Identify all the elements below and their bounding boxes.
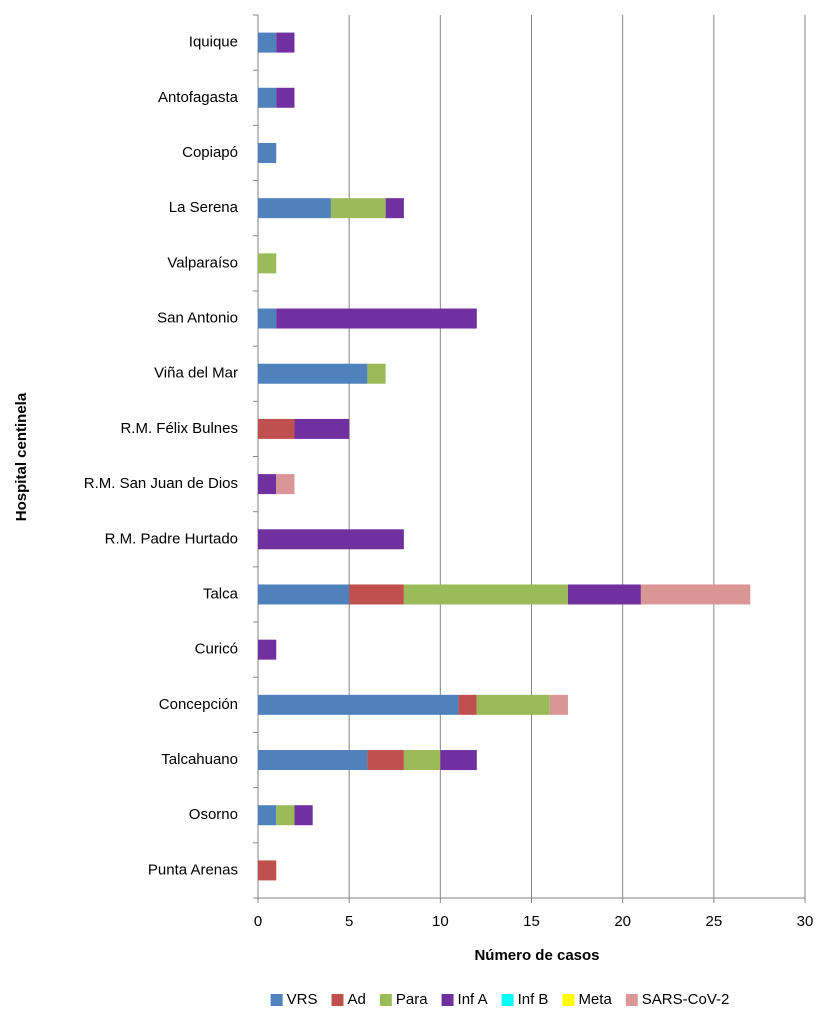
bar-segment — [476, 694, 550, 715]
legend-label: SARS-CoV-2 — [642, 991, 730, 1008]
bar-segment — [403, 750, 441, 771]
y-tick-label: Valparaíso — [167, 254, 238, 271]
legend-swatch — [270, 994, 283, 1006]
bar-segment — [258, 750, 368, 771]
legend-swatch — [562, 994, 575, 1006]
bar-segment — [258, 584, 350, 605]
bar-segment — [258, 142, 277, 163]
y-tick-label: Osorno — [189, 806, 238, 823]
y-tick-label: Iquique — [189, 34, 238, 51]
y-tick-label: R.M. San Juan de Dios — [84, 475, 238, 492]
bar-segment — [640, 584, 751, 605]
bar-segment — [349, 584, 404, 605]
legend-label: Para — [396, 991, 428, 1008]
bar-segment — [549, 694, 568, 715]
bar-segment — [258, 363, 368, 384]
bar-segment — [258, 805, 277, 826]
x-tick-label: 0 — [254, 913, 262, 930]
y-tick-label: Viña del Mar — [154, 365, 238, 382]
bar-segment — [294, 418, 350, 439]
y-tick-label: Talcahuano — [161, 751, 238, 768]
bar-segment — [258, 639, 277, 660]
legend-swatch — [331, 994, 344, 1006]
x-tick-label: 20 — [614, 913, 631, 930]
bar-segment — [258, 474, 277, 495]
y-tick-label: Curicó — [195, 641, 238, 658]
x-tick-label: 5 — [345, 913, 353, 930]
bar-segment — [367, 750, 404, 771]
bar-segment — [258, 32, 277, 53]
y-tick-label: La Serena — [169, 199, 239, 216]
legend-swatch — [441, 994, 454, 1006]
y-tick-label: R.M. Félix Bulnes — [120, 420, 238, 437]
bar-segment — [258, 253, 277, 274]
legend-label: Meta — [578, 991, 612, 1008]
x-tick-label: 25 — [705, 913, 722, 930]
bar-segment — [367, 363, 386, 384]
bar-segment — [276, 474, 295, 495]
bar-segment — [276, 87, 295, 108]
bar-segment — [258, 860, 277, 881]
bar-segment — [567, 584, 641, 605]
bar-segment — [403, 584, 568, 605]
x-tick-label: 15 — [523, 913, 540, 930]
bar-segment — [258, 418, 295, 439]
bar-segment — [276, 32, 295, 53]
y-tick-label: Copiapó — [182, 144, 238, 161]
y-tick-label: Concepción — [159, 696, 238, 713]
bar-segment — [385, 198, 404, 219]
x-tick-label: 10 — [432, 913, 449, 930]
bar-segment — [258, 198, 331, 219]
y-tick-label: Talca — [203, 585, 239, 602]
bar-segment — [440, 750, 477, 771]
legend-label: Inf B — [518, 991, 549, 1008]
x-axis-title: Número de casos — [474, 947, 599, 964]
legend-swatch — [379, 994, 392, 1006]
legend-swatch — [625, 994, 638, 1006]
bar-segment — [294, 805, 313, 826]
legend-swatch — [501, 994, 514, 1006]
bar-segment — [458, 694, 477, 715]
y-tick-label: Antofagasta — [158, 89, 239, 106]
x-tick-label: 30 — [797, 913, 814, 930]
bar-segment — [258, 87, 277, 108]
y-axis-title: Hospital centinela — [13, 392, 30, 521]
legend-label: VRS — [287, 991, 318, 1008]
bar-segment — [258, 308, 277, 329]
y-tick-label: R.M. Padre Hurtado — [105, 530, 238, 547]
bar-segment — [330, 198, 386, 219]
bar-segment — [276, 308, 477, 329]
legend-label: Ad — [348, 991, 366, 1008]
bar-segment — [258, 529, 404, 550]
bar-segment — [276, 805, 295, 826]
bar-segment — [258, 694, 459, 715]
y-tick-label: Punta Arenas — [148, 861, 238, 878]
legend-label: Inf A — [458, 991, 488, 1008]
y-tick-label: San Antonio — [157, 310, 238, 327]
